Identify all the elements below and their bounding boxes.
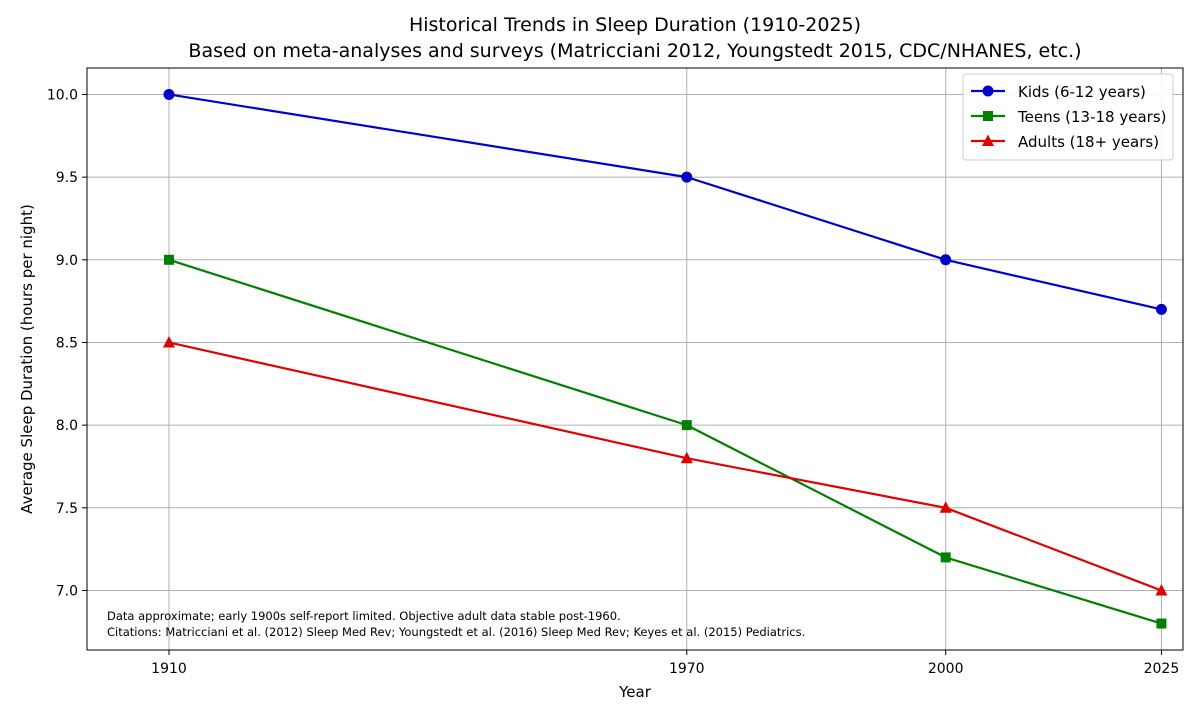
series-line-teens [168, 258, 1162, 625]
x-tick-label: 1910 [151, 661, 187, 677]
series-kids [163, 88, 1167, 315]
data-point-teens [681, 420, 692, 431]
legend-marker-kids [982, 85, 994, 97]
y-tick-label: 10.0 [47, 87, 78, 103]
legend-keys [971, 85, 1005, 146]
legend-label-adults: Adults (18+ years) [1018, 133, 1159, 151]
data-point-kids [681, 171, 693, 183]
data-point-teens [163, 254, 174, 265]
chart-subtitle: Based on meta-analyses and surveys (Matr… [188, 40, 1081, 62]
data-point-adults [939, 501, 952, 513]
series-adults [162, 335, 1168, 596]
legend-box [962, 73, 1174, 161]
data-point-kids [1155, 303, 1167, 315]
y-tick-label: 9.5 [56, 170, 78, 186]
series-line-adults [168, 341, 1162, 592]
y-axis: 7.0 7.5 8.0 8.5 9.0 9.5 10.0 [47, 87, 87, 599]
annotation-citations: Citations: Matricciani et al. (2012) Sle… [107, 625, 805, 639]
series-teens [163, 254, 1167, 629]
plot-area [86, 67, 1184, 651]
data-point-adults [162, 335, 175, 348]
data-point-adults [1155, 583, 1168, 596]
data-point-teens [1156, 618, 1167, 629]
y-tick-label: 7.0 [56, 583, 78, 599]
x-tick-label: 1970 [669, 661, 705, 677]
data-point-kids [940, 254, 952, 266]
y-axis-label: Average Sleep Duration (hours per night) [18, 204, 36, 514]
y-tick-label: 7.5 [56, 501, 78, 517]
annotation-note: Data approximate; early 1900s self-repor… [107, 609, 621, 623]
data-point-adults [680, 451, 693, 464]
x-axis-label: Year [618, 683, 652, 701]
data-point-teens [940, 552, 951, 563]
grid [87, 68, 1183, 650]
legend: Kids (6-12 years) Teens (13-18 years) Ad… [962, 73, 1174, 161]
data-point-kids [163, 88, 175, 100]
x-tick-label: 2025 [1144, 661, 1180, 677]
x-tick-label: 2000 [928, 661, 964, 677]
legend-label-kids: Kids (6-12 years) [1018, 83, 1146, 101]
legend-marker-teens [983, 111, 993, 121]
series-line-kids [168, 93, 1162, 311]
x-axis: 1910 1970 2000 2025 [151, 650, 1179, 677]
y-tick-label: 8.0 [56, 418, 78, 434]
legend-label-teens: Teens (13-18 years) [1017, 108, 1167, 126]
y-tick-label: 9.0 [56, 253, 78, 269]
series-group [162, 88, 1168, 629]
chart-title: Historical Trends in Sleep Duration (191… [409, 14, 861, 36]
legend-marker-adults [982, 134, 994, 146]
y-tick-label: 8.5 [56, 335, 78, 351]
